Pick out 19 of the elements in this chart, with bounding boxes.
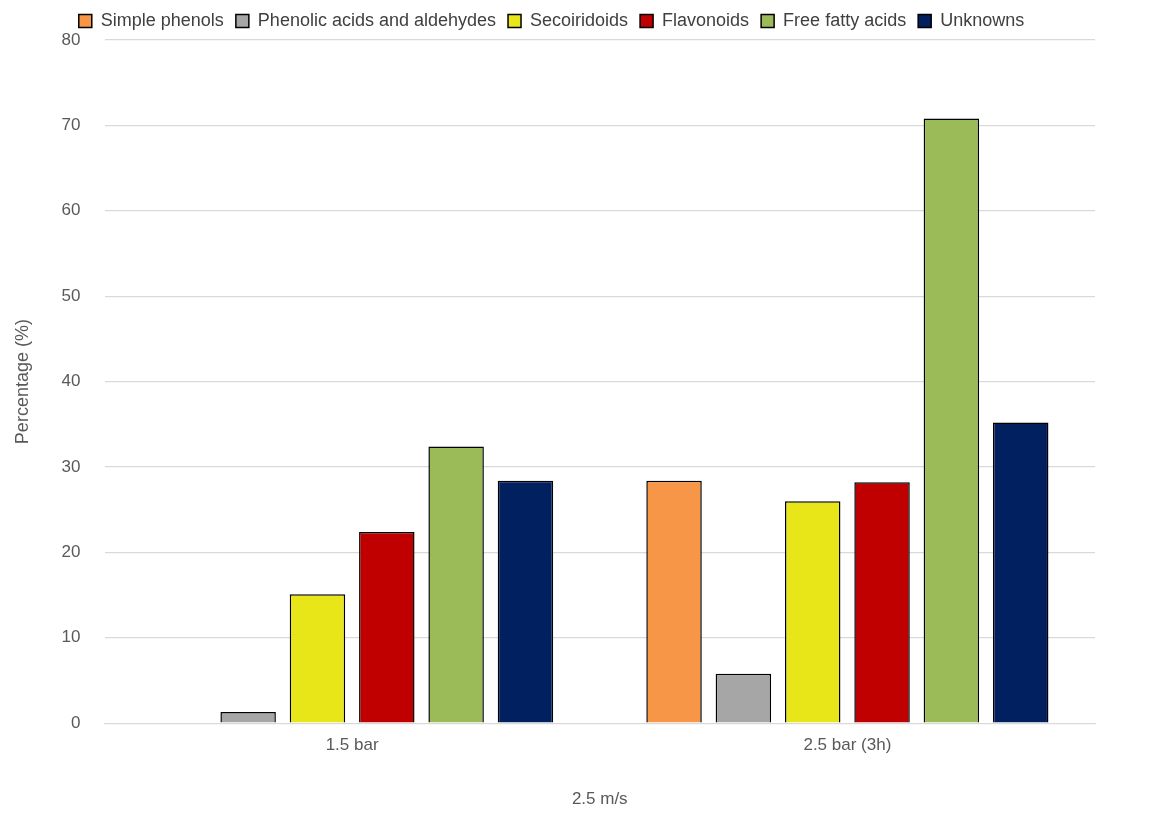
legend-label: Phenolic acids and aldehydes xyxy=(257,9,497,30)
x-tick-label: 2.5 bar (3h) xyxy=(803,735,892,755)
legend-label: Free fatty acids xyxy=(783,9,907,30)
y-tick-label: 20 xyxy=(61,542,81,562)
legend-label: Flavonoids xyxy=(662,9,750,30)
y-tick-label: 50 xyxy=(61,285,81,305)
x-tick-label: 1.5 bar xyxy=(325,735,379,755)
legend-label: Secoiridoids xyxy=(530,9,629,30)
y-tick-label: 30 xyxy=(61,456,81,476)
y-axis-title: Percentage (%) xyxy=(11,319,32,445)
x-axis-title: 2.5 m/s xyxy=(571,789,628,809)
y-tick-label: 10 xyxy=(61,627,81,647)
y-tick-label: 70 xyxy=(61,115,81,135)
y-tick-label: 40 xyxy=(61,371,81,391)
y-tick-label: 80 xyxy=(61,29,81,49)
legend-label: Unknowns xyxy=(940,9,1025,30)
legend-label: Simple phenols xyxy=(100,9,224,30)
y-tick-label: 60 xyxy=(61,200,81,220)
y-tick-label: 0 xyxy=(71,712,81,732)
